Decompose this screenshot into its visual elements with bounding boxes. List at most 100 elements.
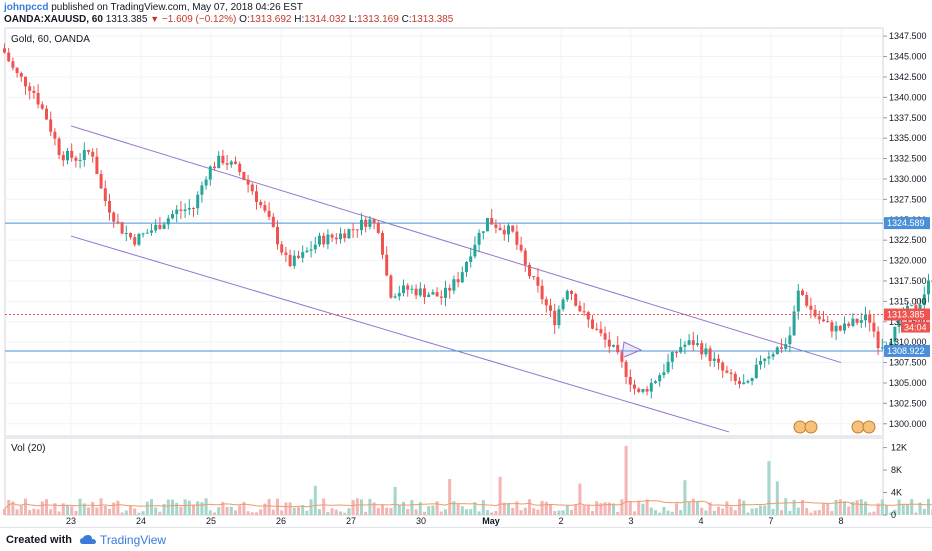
volume-bar	[583, 505, 586, 515]
candle-body	[536, 277, 539, 286]
candle-body	[641, 389, 644, 392]
volume-bar	[755, 508, 758, 515]
volume-bar	[814, 511, 817, 515]
volume-bar	[914, 513, 917, 515]
candle-body	[725, 371, 728, 373]
volume-bar	[646, 500, 649, 515]
candle-body	[856, 319, 859, 323]
candle-body	[814, 310, 817, 317]
candle-body	[436, 292, 439, 296]
candle-body	[864, 315, 867, 320]
candle-body	[385, 255, 388, 276]
candle-body	[835, 326, 838, 332]
price-axis[interactable]: 1347.5001345.0001342.5001340.0001337.500…	[883, 31, 927, 429]
candle-body	[667, 362, 670, 372]
volume-bar	[226, 507, 229, 515]
chart-legend[interactable]: Gold, 60, OANDA	[11, 34, 90, 45]
candle-body	[373, 219, 376, 223]
volume-bar	[776, 481, 779, 515]
candle-body	[515, 231, 518, 244]
volume-bar	[482, 500, 485, 515]
candle-body	[805, 295, 808, 306]
volume-bar	[717, 507, 720, 515]
candle-body	[629, 377, 632, 385]
candle-body	[339, 233, 342, 239]
candle-body	[625, 362, 628, 377]
candle-body	[192, 208, 195, 209]
volume-bar	[200, 502, 203, 515]
volume-bar	[478, 511, 481, 515]
volume-bar	[742, 501, 745, 515]
volume-bar	[650, 508, 653, 515]
volume-bar	[129, 506, 132, 515]
volume-bar	[87, 508, 90, 515]
volume-bar	[331, 508, 334, 515]
price-chart[interactable]: 1347.5001345.0001342.5001340.0001337.500…	[0, 0, 932, 527]
candle-body	[759, 361, 762, 365]
candle-body	[419, 289, 422, 296]
volume-bar	[780, 510, 783, 515]
volume-legend[interactable]: Vol (20)	[11, 443, 45, 454]
candle-body	[415, 289, 418, 296]
volume-bar	[620, 499, 623, 515]
volume-bar	[822, 504, 825, 515]
volume-bar	[276, 499, 279, 515]
candle-body	[70, 151, 73, 158]
volume-bar	[79, 499, 82, 515]
candle-body	[583, 311, 586, 312]
candle-body	[133, 237, 136, 245]
volume-bar	[398, 505, 401, 515]
volume-bar	[520, 510, 523, 515]
volume-bar	[658, 513, 661, 515]
candle-body	[553, 311, 556, 325]
candle-body	[108, 201, 111, 213]
volume-bar	[368, 499, 371, 515]
candle-body	[818, 316, 821, 319]
candle-body	[188, 208, 191, 210]
volume-bar	[284, 502, 287, 515]
candle-body	[562, 299, 565, 309]
volume-bar	[179, 507, 182, 515]
volume-bar	[868, 513, 871, 515]
candle-body	[503, 230, 506, 234]
volume-bar	[885, 505, 888, 515]
volume-bar	[343, 513, 346, 515]
volume-bar	[906, 504, 909, 515]
candle-body	[347, 229, 350, 238]
candle-body	[381, 233, 384, 255]
candle-body	[671, 352, 674, 362]
candle-body	[860, 320, 863, 323]
price-tick-label: 1307.500	[889, 358, 927, 368]
candle-body	[486, 218, 489, 231]
price-tick-label: 1342.500	[889, 72, 927, 82]
candle-body	[352, 229, 355, 230]
volume-bar	[24, 499, 27, 515]
candle-body	[41, 104, 44, 108]
price-pane[interactable]	[5, 28, 883, 436]
flag-icon	[794, 421, 806, 433]
candle-body	[125, 233, 128, 234]
volume-bar	[751, 508, 754, 515]
volume-bar	[213, 512, 216, 515]
price-tick-label: 1300.000	[889, 419, 927, 429]
candle-body	[826, 321, 829, 322]
volume-pane[interactable]	[5, 438, 883, 515]
candle-body	[116, 222, 119, 223]
volume-bar	[494, 511, 497, 515]
tradingview-brand[interactable]: TradingView	[100, 533, 166, 547]
volume-bar	[734, 510, 737, 515]
volume-bar	[549, 504, 552, 515]
candle-body	[557, 309, 560, 325]
volume-bar	[683, 480, 686, 515]
candle-body	[776, 347, 779, 354]
time-tick-label: 8	[838, 516, 843, 526]
candle-body	[591, 319, 594, 328]
volume-bar	[923, 509, 926, 515]
candle-body	[238, 164, 241, 172]
candle-body	[150, 231, 153, 233]
candle-body	[217, 156, 220, 168]
flag-icon	[805, 421, 817, 433]
volume-bar	[381, 505, 384, 515]
candle-body	[221, 156, 224, 163]
